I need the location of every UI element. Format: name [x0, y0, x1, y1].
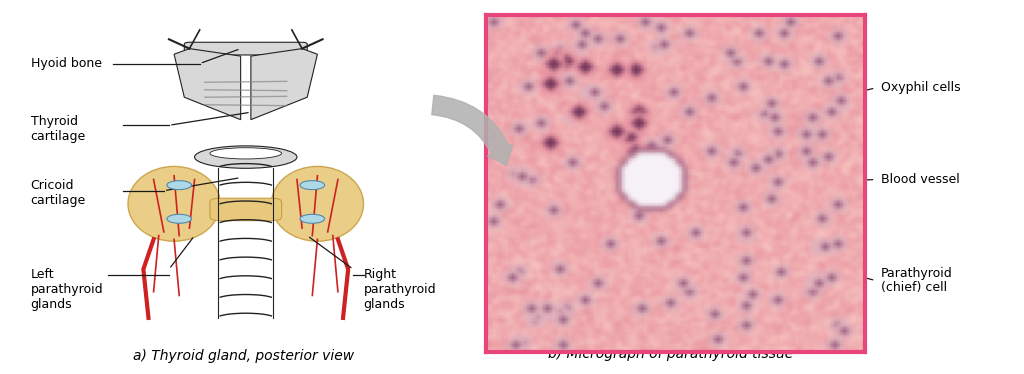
Text: Left
parathyroid
glands: Left parathyroid glands — [31, 269, 103, 311]
Text: Right
parathyroid
glands: Right parathyroid glands — [364, 269, 436, 311]
Circle shape — [167, 214, 191, 223]
Circle shape — [300, 181, 325, 190]
FancyBboxPatch shape — [210, 198, 282, 221]
Circle shape — [167, 181, 191, 190]
Ellipse shape — [271, 166, 364, 241]
Text: Cricoid
cartilage: Cricoid cartilage — [31, 179, 86, 206]
Text: a) Thyroid gland, posterior view: a) Thyroid gland, posterior view — [133, 349, 353, 363]
Ellipse shape — [128, 166, 220, 241]
FancyBboxPatch shape — [184, 42, 307, 55]
Polygon shape — [251, 49, 317, 120]
Text: b) Micrograph of parathyroid tissue: b) Micrograph of parathyroid tissue — [548, 347, 794, 361]
Ellipse shape — [210, 148, 282, 159]
Polygon shape — [174, 49, 241, 120]
Ellipse shape — [195, 146, 297, 168]
Text: Blood vessel: Blood vessel — [881, 173, 959, 186]
Text: Oxyphil cells: Oxyphil cells — [881, 82, 961, 94]
Text: Hyoid bone: Hyoid bone — [31, 57, 101, 70]
Text: Thyroid
cartilage: Thyroid cartilage — [31, 115, 86, 143]
Circle shape — [300, 214, 325, 223]
Text: Parathyroid
(chief) cell: Parathyroid (chief) cell — [881, 267, 952, 294]
